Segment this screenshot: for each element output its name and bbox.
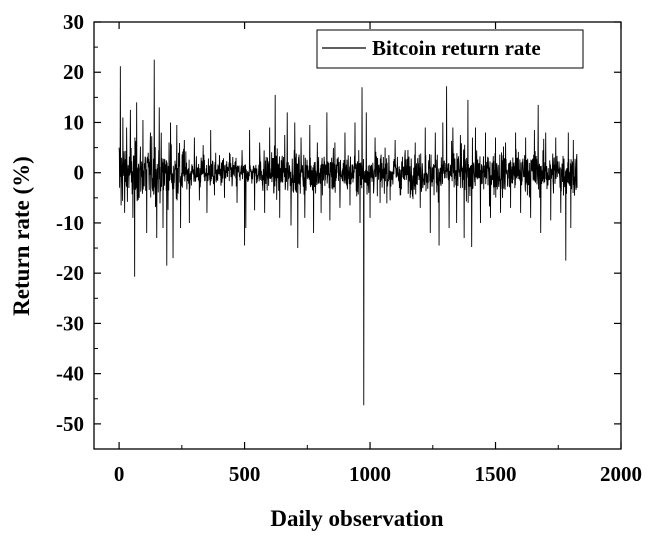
- y-axis-title: Return rate (%): [9, 156, 34, 316]
- y-tick-label: -40: [56, 362, 84, 386]
- x-tick-label: 0: [114, 462, 125, 486]
- y-tick-label: -50: [56, 412, 84, 436]
- legend-box: [316, 29, 584, 69]
- y-tick-label: 10: [63, 110, 84, 134]
- y-tick-label: 30: [63, 10, 84, 34]
- series-line-bitcoin-return-rate: [118, 59, 578, 406]
- series-layer: [118, 59, 578, 406]
- x-tick-label: 500: [229, 462, 261, 486]
- x-tick-label: 1500: [475, 462, 517, 486]
- x-axis: 0 500 1000 1500 2000: [114, 22, 642, 486]
- y-axis: 30 20 10 0 -10 -20 -30 -40 -50: [56, 10, 621, 436]
- plot-frame: [93, 21, 622, 450]
- x-axis-title: Daily observation: [270, 506, 443, 531]
- legend-label: Bitcoin return rate: [372, 36, 541, 60]
- y-tick-label: -20: [56, 261, 84, 285]
- y-tick-label: 20: [63, 60, 84, 84]
- x-tick-label: 1000: [349, 462, 391, 486]
- y-tick-label: -30: [56, 311, 84, 335]
- y-tick-label: -10: [56, 211, 84, 235]
- legend: Bitcoin return rate: [316, 29, 584, 69]
- y-tick-label: 0: [74, 161, 85, 185]
- x-tick-label: 2000: [600, 462, 642, 486]
